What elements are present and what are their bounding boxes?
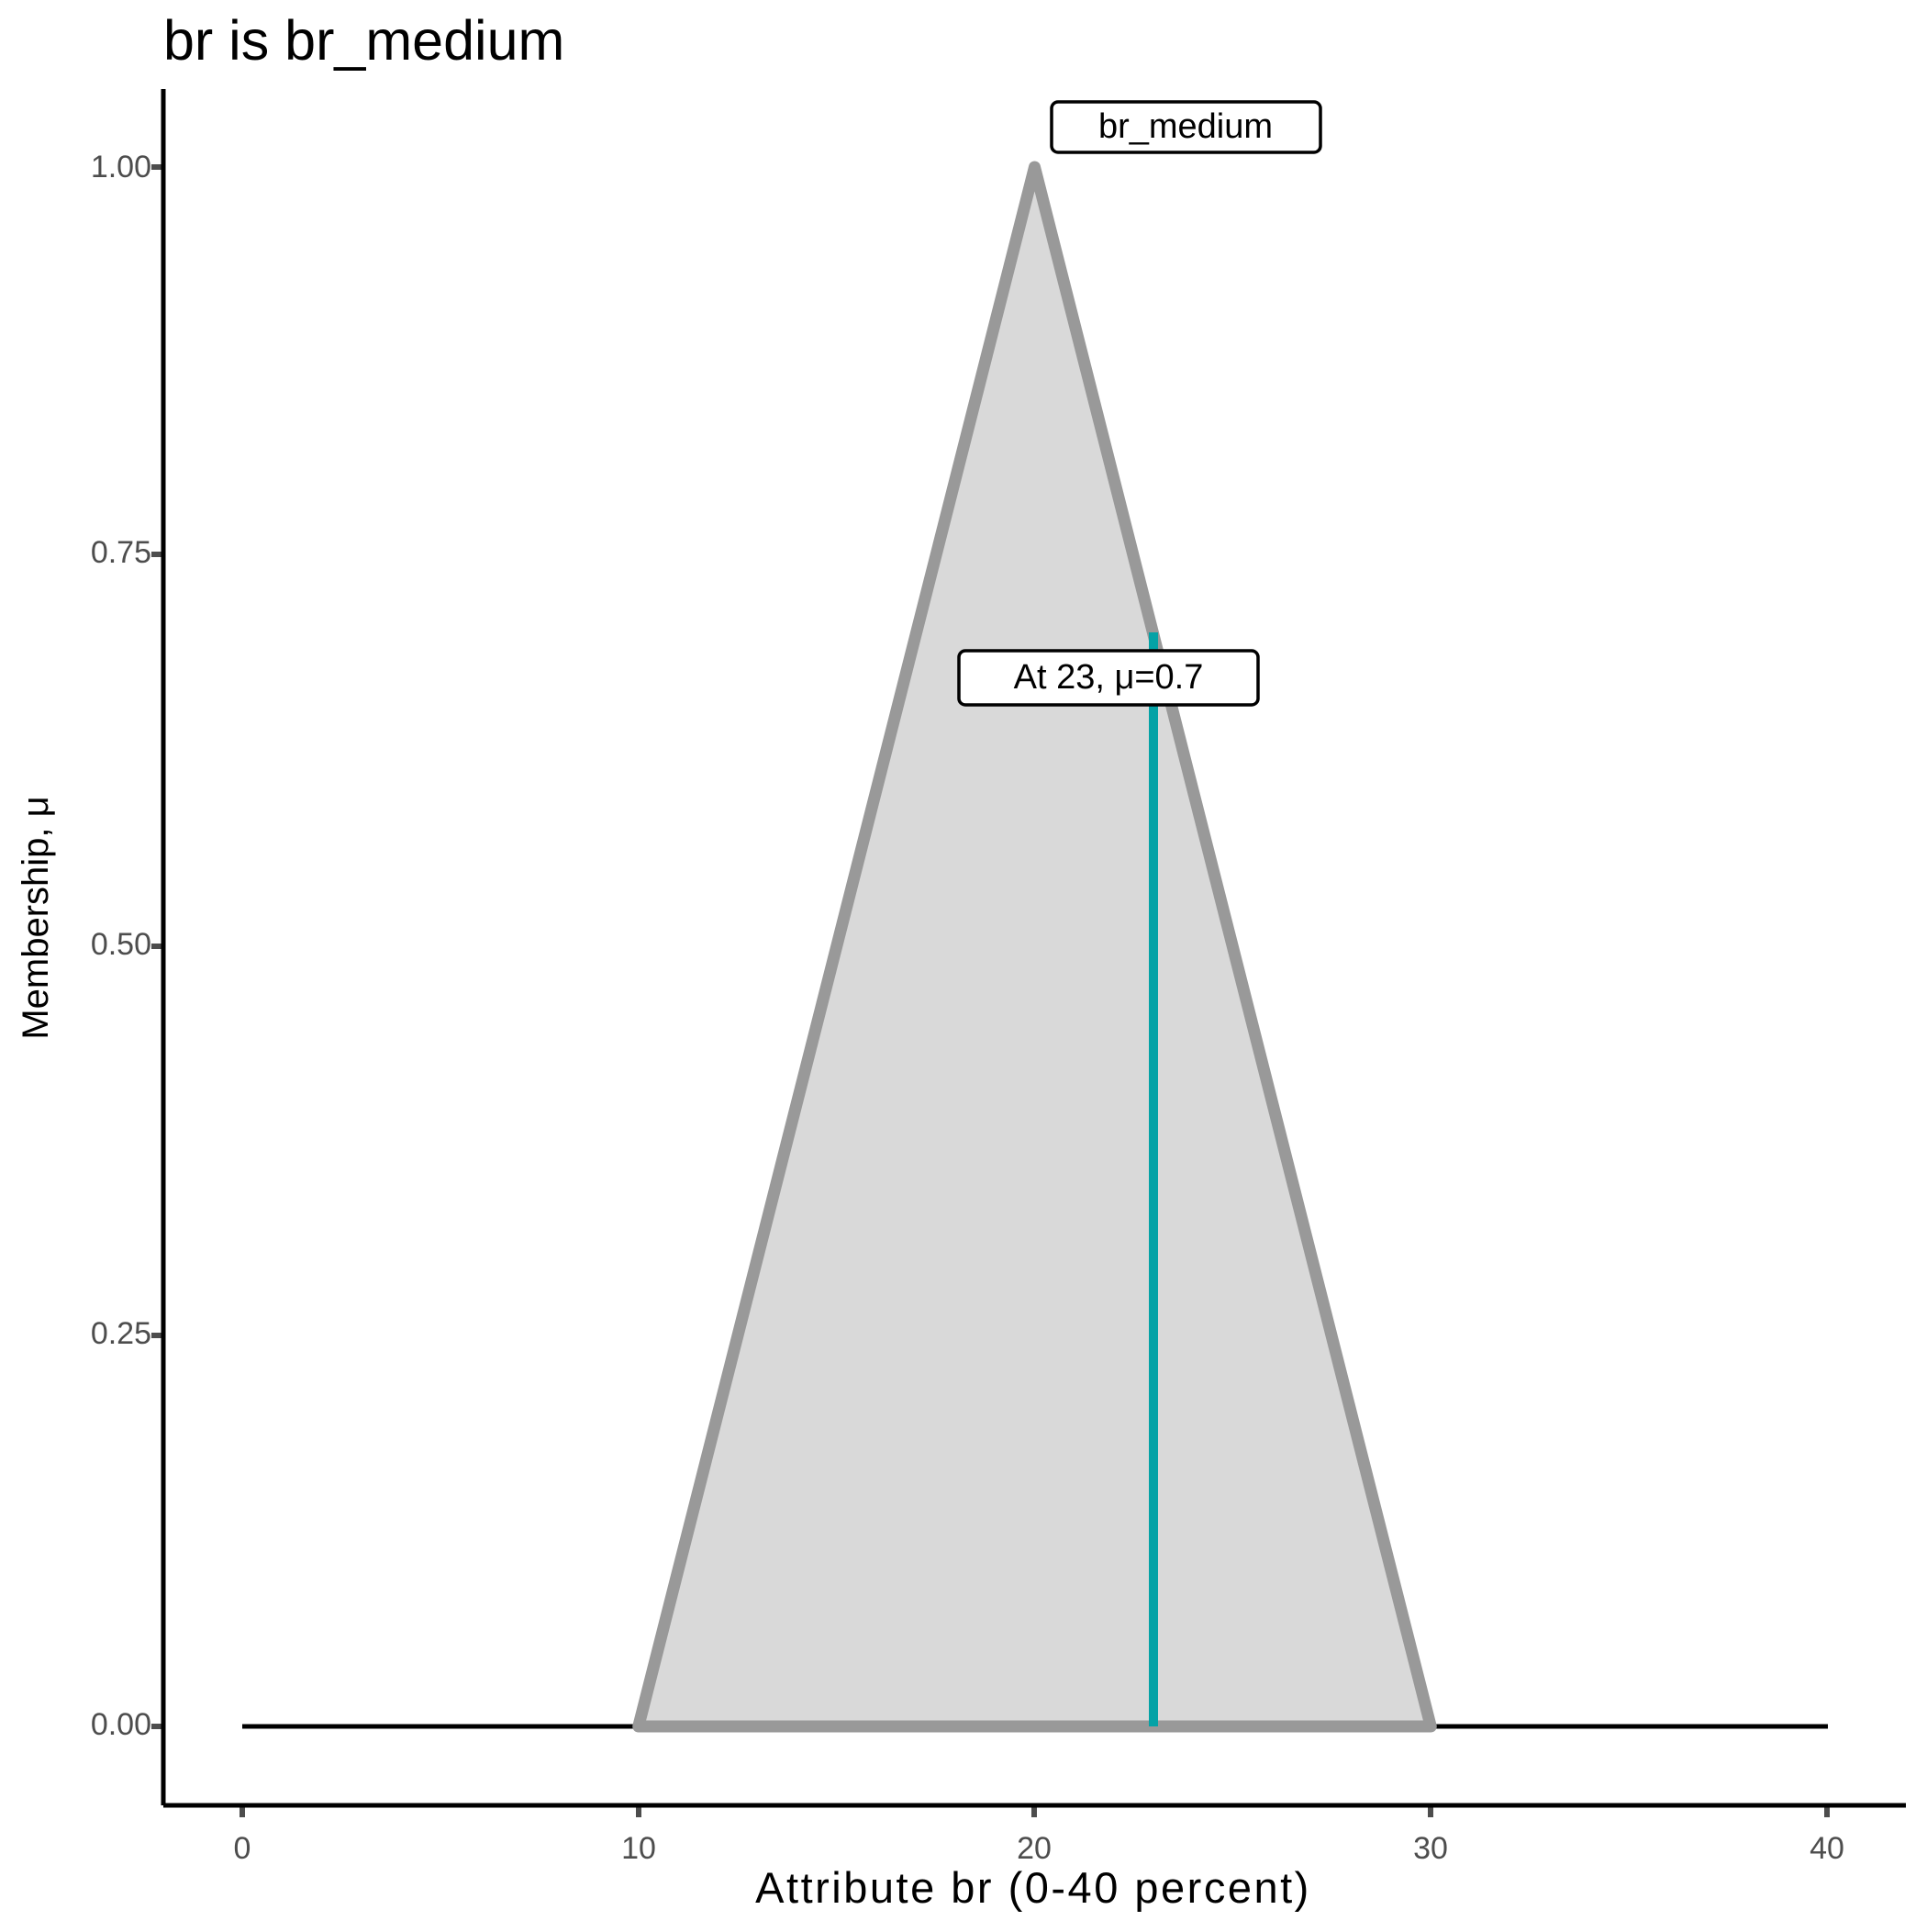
svg-text:30: 30 xyxy=(1413,1831,1448,1866)
svg-text:0: 0 xyxy=(234,1831,251,1866)
svg-text:br_medium: br_medium xyxy=(1098,107,1273,146)
svg-text:Membership, μ: Membership, μ xyxy=(16,796,56,1039)
svg-text:Attribute br (0-40 percent): Attribute br (0-40 percent) xyxy=(755,1863,1311,1912)
svg-text:10: 10 xyxy=(621,1831,656,1866)
svg-text:0.25: 0.25 xyxy=(91,1316,151,1351)
svg-text:br is br_medium: br is br_medium xyxy=(163,9,564,72)
svg-text:1.00: 1.00 xyxy=(91,150,151,184)
svg-text:At 23, μ=0.7: At 23, μ=0.7 xyxy=(1014,658,1204,697)
svg-text:20: 20 xyxy=(1017,1831,1052,1866)
svg-text:0.50: 0.50 xyxy=(91,927,151,962)
svg-text:40: 40 xyxy=(1810,1831,1844,1866)
svg-text:0.00: 0.00 xyxy=(91,1707,151,1742)
svg-text:0.75: 0.75 xyxy=(91,535,151,570)
